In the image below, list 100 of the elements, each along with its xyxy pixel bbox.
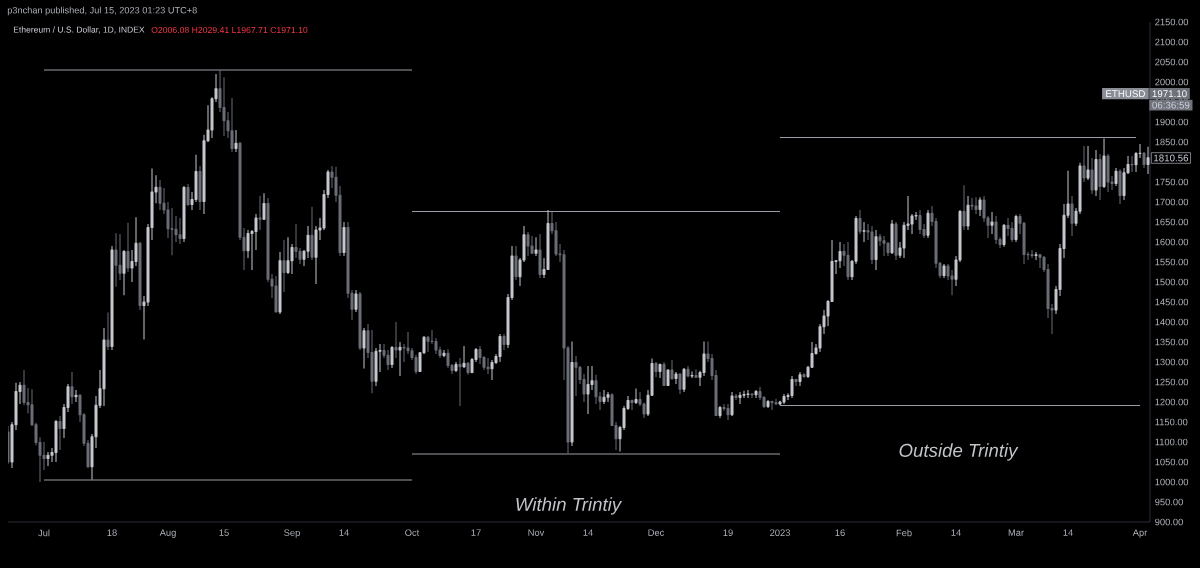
candlestick — [782, 393, 786, 405]
x-tick-label: 14 — [583, 529, 593, 536]
candlestick — [1010, 221, 1014, 243]
candlestick — [730, 391, 734, 417]
y-tick-label: 1600.00 — [1155, 238, 1189, 246]
candlestick — [770, 400, 774, 411]
candlestick — [1142, 151, 1146, 169]
text: 1810.56 — [1154, 154, 1189, 162]
candlestick — [634, 387, 638, 405]
candlestick — [690, 371, 694, 379]
candlestick — [654, 361, 658, 378]
candlestick — [1090, 157, 1094, 195]
y-tick-label: 2150.00 — [1155, 18, 1189, 26]
candlestick — [70, 371, 74, 405]
y-tick-label: 2100.00 — [1155, 38, 1189, 46]
candlestick — [858, 209, 862, 235]
chart-subtitle: O2006.08 H2029.41 L1967.71 C1971.10 — [151, 26, 308, 34]
candlestick — [230, 97, 234, 153]
candlestick — [46, 451, 50, 467]
candlestick — [234, 129, 238, 153]
candlestick — [602, 389, 606, 405]
candlestick — [442, 349, 446, 358]
x-tick-label: 14 — [951, 529, 961, 536]
candlestick — [1038, 253, 1042, 269]
text: p3nchan published, Jul 15, 2023 01:23 UTC+8 — [7, 6, 197, 16]
candlestick — [1014, 214, 1018, 243]
candlestick — [802, 372, 806, 379]
x-tick-label: Mar — [1008, 529, 1024, 536]
annotation: Outside Trintiy — [899, 443, 1019, 461]
y-tick-label: 1300.00 — [1155, 358, 1189, 366]
y-tick-label: 1500.00 — [1155, 278, 1189, 286]
candlestick — [1114, 167, 1118, 187]
candlestick — [182, 185, 186, 243]
candlestick — [574, 355, 578, 397]
candlestick — [670, 359, 674, 381]
y-tick-label: 1650.00 — [1155, 218, 1189, 226]
text: 06:36:59 — [1152, 101, 1190, 109]
x-tick-label: Apr — [1132, 529, 1148, 538]
y-tick-label: 1050.00 — [1155, 458, 1189, 466]
candlestick — [1082, 145, 1086, 183]
candlestick — [1034, 251, 1038, 261]
candlestick — [870, 225, 874, 265]
y-tick-label: 1750.00 — [1155, 178, 1189, 186]
candlestick — [974, 196, 978, 215]
candlestick — [262, 192, 266, 221]
candlestick — [390, 345, 394, 369]
candlestick — [530, 235, 534, 255]
candlestick — [514, 245, 518, 281]
x-tick-label: 14 — [1063, 529, 1073, 536]
candlestick — [978, 196, 982, 217]
candlestick — [138, 241, 142, 311]
x-tick-label: 14 — [339, 529, 349, 536]
candlestick — [526, 231, 530, 257]
candlestick — [394, 321, 398, 359]
y-tick-label: 900.00 — [1155, 518, 1183, 526]
x-tick-label: Sep — [284, 529, 300, 538]
x-tick-label: 16 — [835, 529, 845, 536]
x-tick-label: 17 — [471, 529, 481, 536]
candlestick — [766, 399, 770, 409]
candlestick — [798, 371, 802, 387]
candlestick — [466, 361, 470, 376]
candlestick — [310, 206, 314, 261]
x-tick-label: 18 — [107, 529, 117, 536]
candlestick — [1130, 155, 1134, 173]
candlestick — [342, 221, 346, 257]
candlestick — [198, 165, 202, 211]
candlestick — [534, 236, 538, 257]
candlestick — [358, 291, 362, 351]
candlestick — [570, 341, 574, 447]
candlestick — [1118, 168, 1122, 205]
candlestick — [158, 179, 162, 211]
candlestick — [282, 239, 286, 293]
candlestick — [994, 215, 998, 245]
candlestick — [454, 361, 458, 373]
candlestick — [286, 236, 290, 275]
candlestick — [894, 221, 898, 261]
candlestick — [586, 365, 590, 415]
candlestick — [718, 405, 722, 419]
y-tick-label: 2050.00 — [1155, 58, 1189, 66]
y-tick-label: 1150.00 — [1155, 418, 1188, 426]
annotation: Within Trintiy — [516, 497, 623, 515]
y-tick-label: 1400.00 — [1155, 318, 1189, 326]
candlestick — [362, 327, 366, 369]
candlestick — [746, 389, 750, 399]
candlestick — [918, 209, 922, 235]
text: 1971.10 — [1152, 90, 1187, 98]
candlestick — [1094, 149, 1098, 197]
candlestick — [674, 371, 678, 385]
candlestick — [1098, 153, 1102, 201]
y-tick-label: 1200.00 — [1155, 398, 1189, 406]
candlestick — [1070, 195, 1074, 237]
y-tick-label: 1700.00 — [1155, 198, 1189, 206]
candlestick — [1030, 249, 1034, 259]
y-tick-label: 1450.00 — [1155, 298, 1189, 306]
y-tick-label: 1850.00 — [1155, 138, 1189, 146]
candlestick — [630, 399, 634, 411]
candlestick — [846, 241, 850, 281]
y-tick-label: 1250.00 — [1155, 378, 1189, 386]
candlestick — [498, 333, 502, 363]
candlestick — [354, 289, 358, 313]
